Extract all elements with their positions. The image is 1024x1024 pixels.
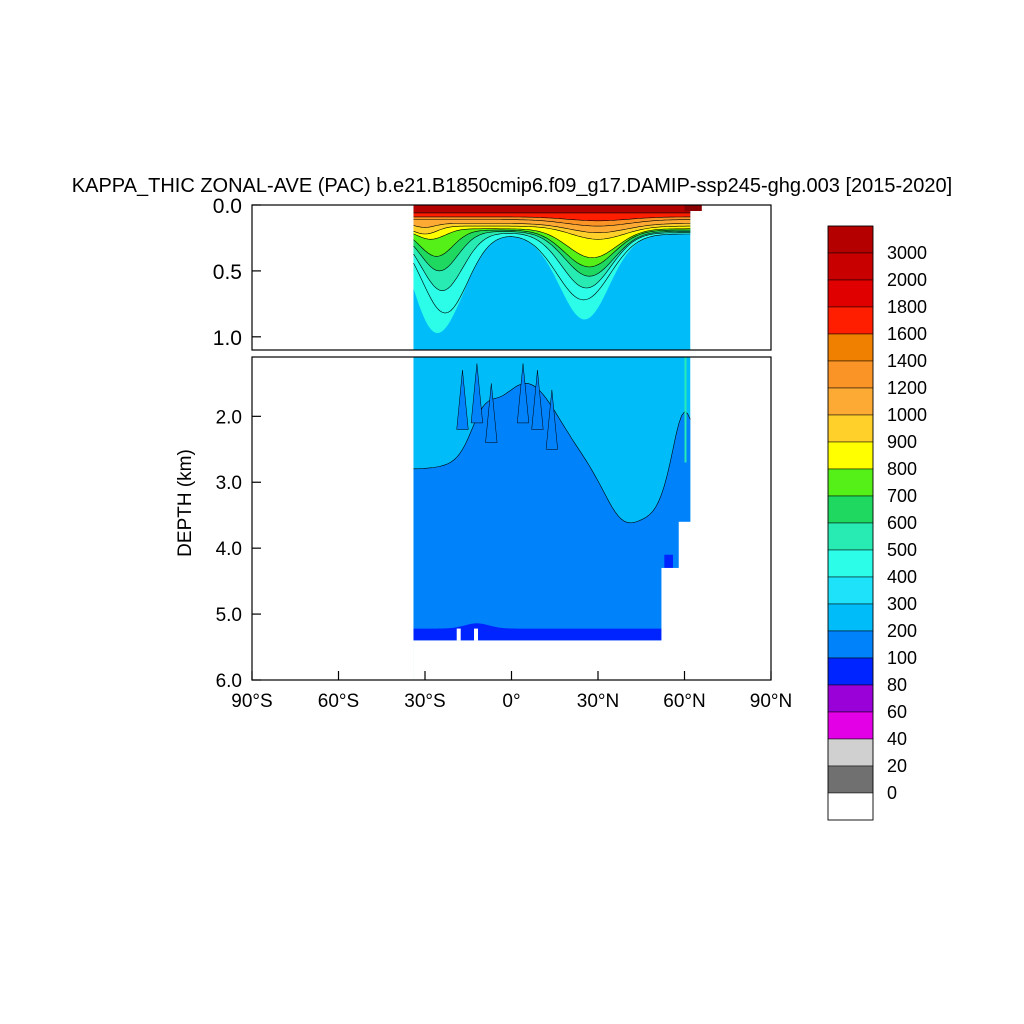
- colorbar-label: 200: [887, 621, 917, 641]
- colorbar-label: 800: [887, 459, 917, 479]
- colorbar-swatch: [827, 711, 874, 740]
- colorbar-label: 1600: [887, 324, 927, 344]
- lower-panel-contours: [413, 357, 693, 680]
- colorbar-swatch: [827, 738, 874, 767]
- colorbar-swatch: [827, 306, 874, 335]
- colorbar-swatch: [827, 765, 874, 794]
- colorbar-swatch: [827, 576, 874, 605]
- colorbar-label: 400: [887, 567, 917, 587]
- x-tick-label: 60°N: [663, 691, 705, 712]
- colorbar-swatch: [827, 225, 874, 254]
- lower-y-ticks: 2.0 3.0 4.0 5.0 6.0: [216, 407, 261, 692]
- colorbar-swatch: [827, 414, 874, 443]
- x-tick-label: 90°N: [750, 691, 792, 712]
- upper-panel: 0.0 0.5 1.0: [213, 195, 772, 351]
- colorbar-label: 1000: [887, 405, 927, 425]
- upper-y-tick-label: 0.5: [213, 261, 242, 284]
- colorbar-swatch: [827, 279, 874, 308]
- colorbar-swatch: [827, 468, 874, 497]
- lower-y-tick-label: 2.0: [216, 407, 242, 428]
- colorbar-label: 20: [887, 756, 907, 776]
- colorbar-swatch: [827, 549, 874, 578]
- lower-y-tick-label: 5.0: [216, 605, 242, 626]
- x-axis-ticks: 90°S 60°S 30°S 0° 30°N 60°N 90°N: [231, 671, 792, 712]
- upper-y-ticks: 0.0 0.5 1.0: [213, 195, 261, 350]
- chart-title: KAPPA_THIC ZONAL-AVE (PAC) b.e21.B1850cm…: [72, 175, 952, 197]
- colorbar-swatch: [827, 603, 874, 632]
- colorbar-swatch: [827, 252, 874, 281]
- x-tick-label: 30°N: [577, 691, 619, 712]
- colorbar-swatch: [827, 684, 874, 713]
- colorbar-label: 3000: [887, 243, 927, 263]
- colorbar-label: 600: [887, 513, 917, 533]
- colorbar-swatch: [827, 387, 874, 416]
- lower-y-tick-label: 3.0: [216, 473, 242, 494]
- y-axis-label: DEPTH (km): [175, 449, 196, 557]
- colorbar-label: 500: [887, 540, 917, 560]
- colorbar-label: 100: [887, 648, 917, 668]
- colorbar-swatch: [827, 360, 874, 389]
- colorbar-swatch: [827, 333, 874, 362]
- upper-panel-frame: [251, 204, 772, 351]
- colorbar-label: 40: [887, 729, 907, 749]
- x-tick-label: 30°S: [404, 691, 445, 712]
- colorbar-label: 0: [887, 783, 897, 803]
- upper-panel-contours: [413, 205, 702, 350]
- colorbar-label: 1800: [887, 297, 927, 317]
- upper-y-tick-label: 1.0: [213, 327, 242, 350]
- colorbar-label: 700: [887, 486, 917, 506]
- colorbar-label: 1400: [887, 351, 927, 371]
- colorbar-label: 80: [887, 675, 907, 695]
- lower-panel: 2.03.04.05.06.0 90°S 60°S 30°S 0° 30°N 60°N 90…: [216, 356, 792, 712]
- lower-y-tick-label: 4.0: [216, 539, 242, 560]
- colorbar-label: 1200: [887, 378, 927, 398]
- colorbar-label: 2000: [887, 270, 927, 290]
- colorbar: 3000200018001600140012001000900800700600…: [827, 225, 927, 821]
- colorbar-swatch: [827, 657, 874, 686]
- colorbar-swatch: [827, 441, 874, 470]
- colorbar-label: 900: [887, 432, 917, 452]
- colorbar-swatch: [827, 495, 874, 524]
- x-tick-label: 60°S: [318, 691, 359, 712]
- colorbar-swatch: [827, 630, 874, 659]
- colorbar-swatch: [827, 522, 874, 551]
- colorbar-label: 60: [887, 702, 907, 722]
- x-tick-label: 0°: [502, 691, 520, 712]
- x-tick-label: 90°S: [231, 691, 272, 712]
- lower-y-tick-label: 6.0: [216, 671, 242, 692]
- colorbar-label: 300: [887, 594, 917, 614]
- upper-y-tick-label: 0.0: [213, 195, 242, 218]
- colorbar-swatch: [827, 792, 874, 821]
